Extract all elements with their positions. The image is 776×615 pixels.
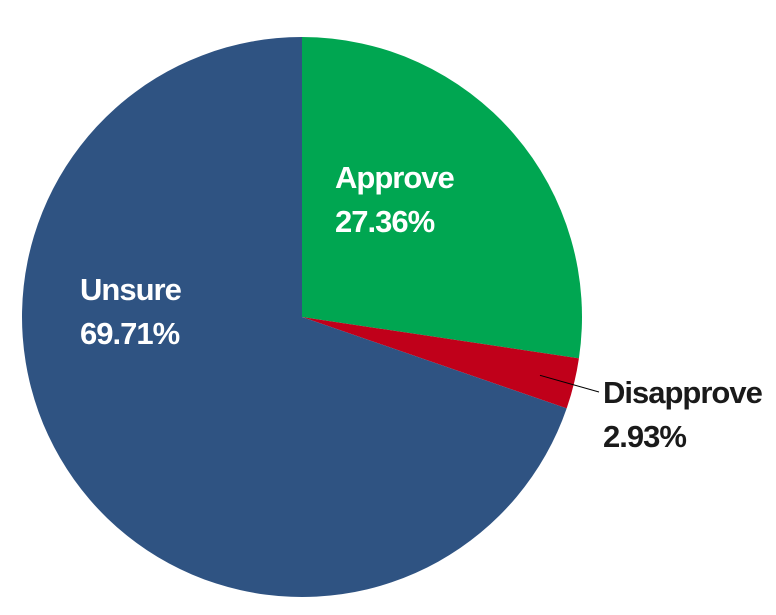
slice-label: Disapprove <box>603 375 763 410</box>
pie-slice <box>302 37 582 359</box>
slice-label: Approve <box>335 160 455 195</box>
slice-value-label: 2.93% <box>603 419 686 454</box>
pie-slice <box>302 317 579 409</box>
pie-slice <box>22 37 567 597</box>
slice-value-label: 27.36% <box>335 204 435 239</box>
slice-value-label: 69.71% <box>80 316 180 351</box>
leader-line <box>539 374 600 393</box>
slice-label: Unsure <box>80 272 182 307</box>
